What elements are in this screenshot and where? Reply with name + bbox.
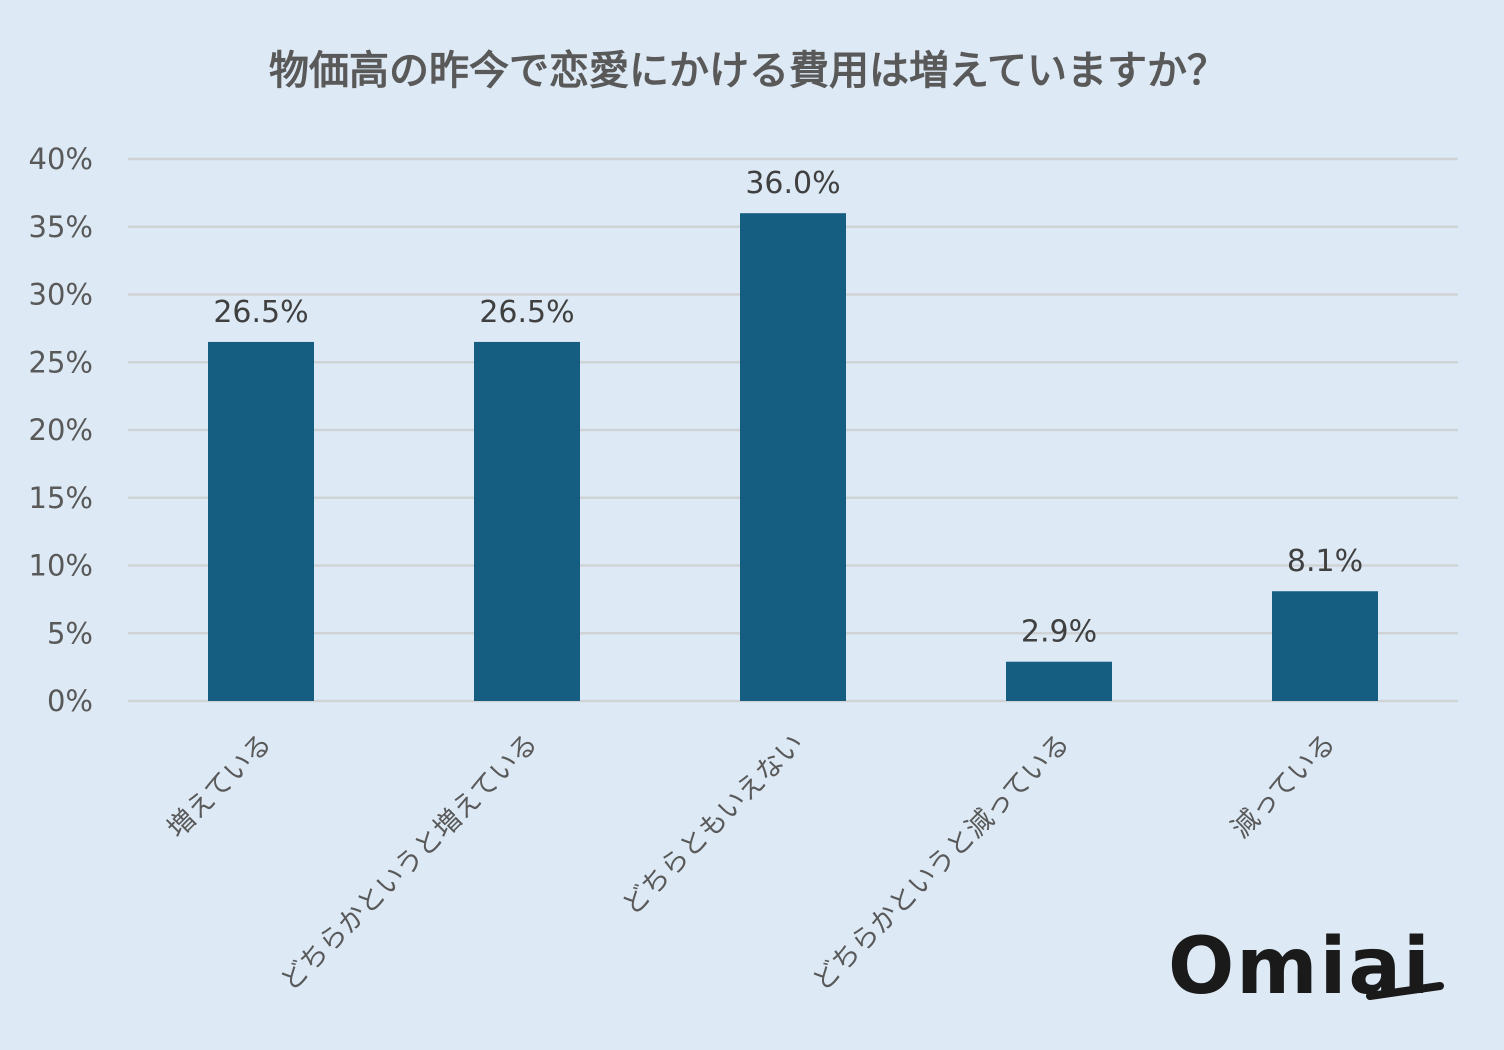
y-tick-label: 5% (47, 616, 93, 650)
x-tick-label: どちらともいえない (617, 728, 810, 921)
x-tick-label: 減っている (1226, 728, 1342, 844)
y-tick-label: 15% (29, 481, 93, 515)
data-label: 8.1% (1287, 544, 1363, 579)
data-label: 26.5% (479, 295, 574, 330)
x-tick-label: どちらかというと増えている (275, 728, 544, 997)
y-axis: 0% 5% 10% 15% 20% 25% 30% 35% 40% (29, 142, 93, 718)
logo-underline (1366, 982, 1444, 1000)
bar (740, 213, 846, 701)
bar (1272, 591, 1378, 701)
x-tick-label: 増えている (162, 728, 278, 844)
data-label: 2.9% (1021, 615, 1097, 650)
logo-text: Omiai (1168, 922, 1432, 1012)
y-tick-label: 10% (29, 549, 93, 583)
y-tick-label: 30% (29, 278, 93, 312)
chart-title: 物価高の昨今で恋愛にかける費用は増えていますか？ (269, 48, 1227, 94)
y-tick-label: 25% (29, 345, 93, 379)
y-tick-label: 20% (29, 413, 93, 447)
y-tick-label: 40% (29, 142, 93, 176)
data-label: 36.0% (745, 166, 840, 201)
y-tick-label: 0% (47, 684, 93, 718)
x-tick-label: どちらかというと減っている (807, 728, 1076, 997)
bar (1006, 661, 1112, 701)
omiai-logo: Omiai (1168, 922, 1444, 1012)
bar (474, 341, 580, 701)
bar (208, 341, 314, 701)
y-tick-label: 35% (29, 210, 93, 244)
bars (208, 213, 1378, 701)
data-label: 26.5% (213, 295, 308, 330)
data-labels: 26.5% 26.5% 36.0% 2.9% 8.1% (213, 166, 1363, 650)
